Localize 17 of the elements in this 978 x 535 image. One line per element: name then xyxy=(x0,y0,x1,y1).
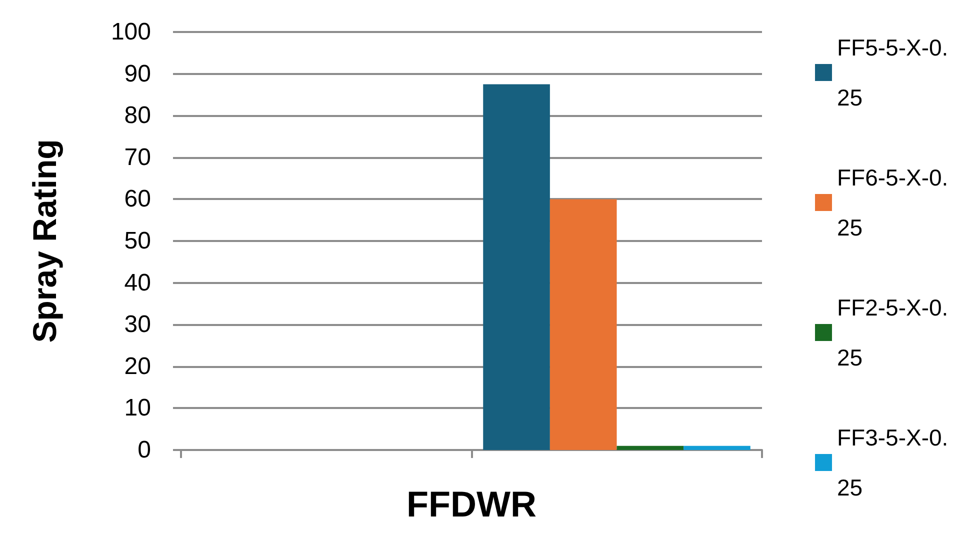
x-axis-title: FFDWR xyxy=(406,484,536,524)
y-tick-label: 20 xyxy=(124,352,151,380)
y-tick-label: 70 xyxy=(124,144,151,171)
y-tick-label: 50 xyxy=(124,228,151,254)
y-tick-label: 90 xyxy=(124,60,151,88)
y-tick-label: 10 xyxy=(124,394,151,422)
y-tick-label: 60 xyxy=(124,186,151,213)
y-tick-label: 30 xyxy=(124,311,151,338)
y-tick-label: 100 xyxy=(110,18,151,46)
y-tick-label: 40 xyxy=(124,269,151,296)
legend-label: FF6-5-X-0.25 xyxy=(837,164,948,240)
y-tick-label: 80 xyxy=(124,102,151,130)
legend-label: FF2-5-X-0.25 xyxy=(837,294,948,370)
y-axis-title: Spray Rating xyxy=(26,139,63,343)
legend-label: FF5-5-X-0.25 xyxy=(837,34,948,110)
y-tick-label: 0 xyxy=(138,436,151,464)
legend-label: FF3-5-X-0.25 xyxy=(837,424,948,500)
